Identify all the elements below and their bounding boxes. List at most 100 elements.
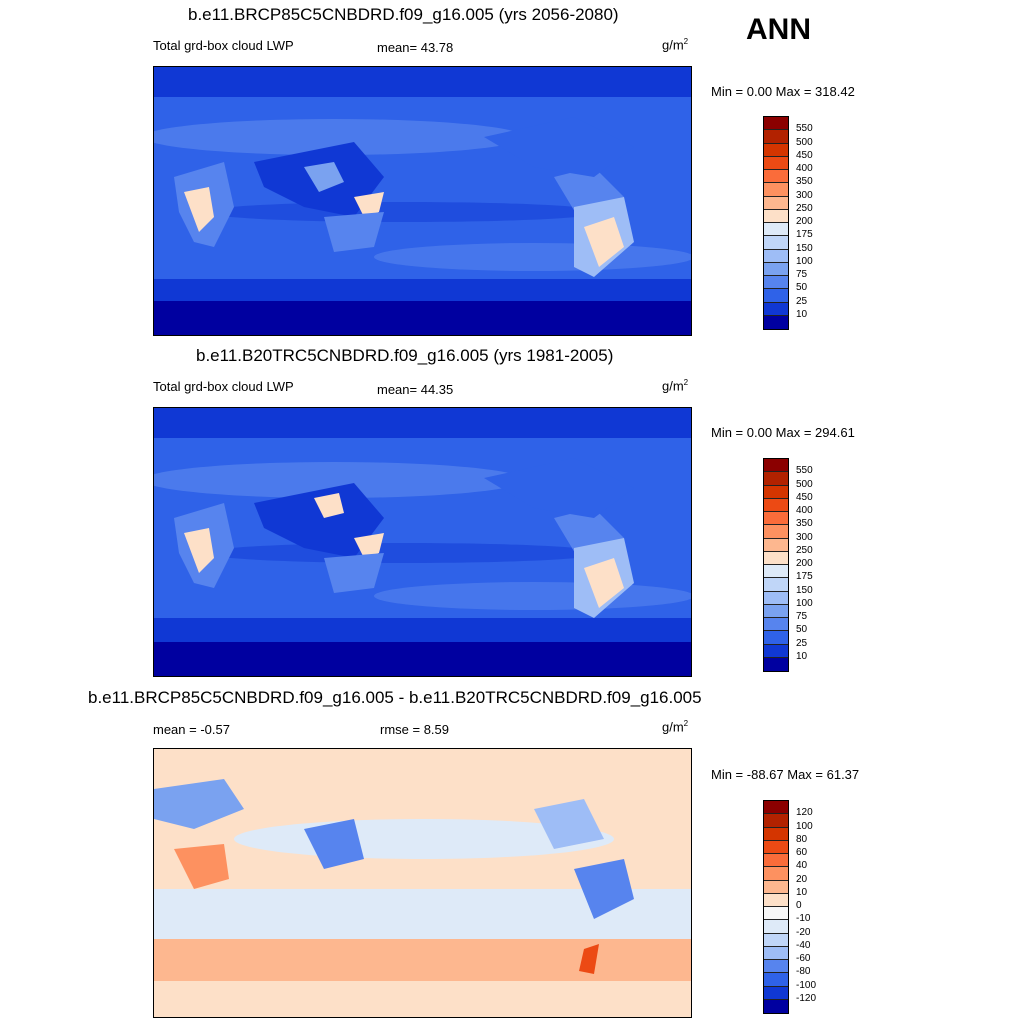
panel3-colorbar-swatch: [764, 840, 788, 854]
panel2-colorbar-label: 250: [796, 544, 813, 556]
panel3-colorbar-label: -40: [796, 939, 811, 951]
panel3-colorbar-label: -100: [796, 979, 817, 991]
panel1-colorbar-swatch: [764, 156, 788, 170]
panel2-colorbar-swatch: [764, 498, 788, 512]
panel3-colorbar-label: 120: [796, 807, 813, 819]
panel3-map: [153, 748, 692, 1018]
panel1-colorbar-label: 450: [796, 149, 813, 161]
panel2-colorbar-label: 75: [796, 611, 808, 622]
panel1-colorbar-label: 75: [796, 269, 808, 280]
panel1-colorbar-label: 500: [796, 136, 813, 148]
panel3-colorbar-label: -120: [796, 992, 817, 1004]
panel1-colorbar-swatch: [764, 276, 788, 290]
panel3-colorbar-swatch: [764, 880, 788, 894]
panel2-colorbar-swatch: [764, 485, 788, 499]
panel2-colorbar-swatch: [764, 631, 788, 645]
panel1-colorbar-swatch: [764, 223, 788, 237]
panel3-colorbar-label: -10: [796, 913, 811, 925]
panel1-colorbar-label: 200: [796, 216, 813, 227]
panel2-colorbar-swatch: [764, 591, 788, 605]
panel2-colorbar-swatch: [764, 472, 788, 486]
panel2-colorbar-label: 150: [796, 584, 813, 596]
panel2-colorbar-label: 10: [796, 650, 808, 662]
panel2-colorbar-swatch: [764, 459, 788, 473]
panel3-colorbar-swatch: [764, 933, 788, 947]
panel2-colorbar-swatch: [764, 551, 788, 565]
panel3-colorbar-swatch: [764, 999, 788, 1013]
panel1-colorbar-swatch: [764, 209, 788, 223]
panel1-colorbar-swatch: [764, 249, 788, 263]
panel3-colorbar-swatch: [764, 814, 788, 828]
panel3-colorbar: [763, 800, 789, 1014]
panel3-colorbar-swatch: [764, 827, 788, 841]
panel1-colorbar-swatch: [764, 315, 788, 329]
panel1-colorbar-label: 150: [796, 242, 813, 254]
panel3-colorbar-swatch: [764, 907, 788, 921]
panel2-colorbar-label: 200: [796, 558, 813, 569]
panel2-map-svg: [154, 408, 691, 676]
panel2-colorbar-swatch: [764, 538, 788, 552]
panel1-colorbar-label: 550: [796, 123, 813, 135]
panel3-colorbar-swatch: [764, 973, 788, 987]
panel2-colorbar-swatch: [764, 618, 788, 632]
panel2-colorbar-swatch: [764, 644, 788, 658]
panel1-colorbar-swatch: [764, 143, 788, 157]
panel3-colorbar-label: -80: [796, 966, 811, 978]
panel2-colorbar-label: 100: [796, 597, 813, 609]
panel1-colorbar-swatch: [764, 262, 788, 276]
panel2-colorbar-swatch: [764, 604, 788, 618]
panel3-colorbar-label: 20: [796, 873, 808, 885]
panel3-colorbar-label: 60: [796, 847, 808, 858]
panel2-variable-label: Total grd-box cloud LWP: [153, 379, 294, 394]
panel2-colorbar-swatch: [764, 565, 788, 579]
panel3-colorbar-label: -60: [796, 953, 811, 964]
panel3-units: g/m2: [662, 719, 689, 735]
panel2-colorbar-label: 500: [796, 478, 813, 490]
panel3-colorbar-label: 10: [796, 886, 808, 898]
panel3-colorbar-label: 100: [796, 820, 813, 832]
panel1-colorbar-swatch: [764, 117, 788, 131]
panel2-colorbar-swatch: [764, 578, 788, 592]
panel3-map-svg: [154, 749, 691, 1017]
panel1-map-svg: [154, 67, 691, 335]
panel1-colorbar-swatch: [764, 289, 788, 303]
panel1-colorbar-swatch: [764, 170, 788, 184]
panel3-colorbar-label: -20: [796, 926, 811, 938]
panel3-colorbar-swatch: [764, 893, 788, 907]
panel3-colorbar-swatch: [764, 854, 788, 868]
panel3-colorbar-label: 80: [796, 833, 808, 845]
panel3-colorbar-label: 0: [796, 900, 802, 911]
panel1-colorbar-label: 175: [796, 229, 813, 241]
panel1-colorbar: [763, 116, 789, 330]
panel2-colorbar-label: 400: [796, 505, 813, 516]
panel2-colorbar-swatch: [764, 512, 788, 526]
panel2-units: g/m2: [662, 378, 689, 394]
panel2-colorbar-label: 50: [796, 624, 808, 636]
panel1-colorbar-label: 400: [796, 163, 813, 174]
panel1-variable-label: Total grd-box cloud LWP: [153, 38, 294, 53]
panel2-colorbar: [763, 458, 789, 672]
panel2-colorbar-label: 25: [796, 637, 808, 649]
panel2-colorbar-swatch: [764, 657, 788, 671]
panel3-minmax: Min = -88.67 Max = 61.37: [711, 767, 860, 782]
panel3-colorbar-swatch: [764, 867, 788, 881]
panel1-title: b.e11.BRCP85C5CNBDRD.f09_g16.005 (yrs 20…: [188, 5, 619, 24]
season-label: ANN: [746, 13, 811, 46]
panel3-mean: mean = -0.57: [153, 722, 230, 737]
panel1-colorbar-swatch: [764, 196, 788, 210]
panel1-colorbar-label: 50: [796, 282, 808, 294]
panel3-colorbar-swatch: [764, 920, 788, 934]
panel3-colorbar-swatch: [764, 960, 788, 974]
panel2-title: b.e11.B20TRC5CNBDRD.f09_g16.005 (yrs 198…: [196, 346, 614, 365]
panel3-colorbar-label: 40: [796, 860, 808, 872]
panel1-mean: mean= 43.78: [377, 40, 454, 55]
panel3-colorbar-swatch: [764, 801, 788, 815]
panel2-mean: mean= 44.35: [377, 382, 454, 397]
panel2-colorbar-label: 300: [796, 531, 813, 543]
panel2-map: [153, 407, 692, 677]
panel3-title: b.e11.BRCP85C5CNBDRD.f09_g16.005 - b.e11…: [88, 688, 702, 707]
panel2-colorbar-label: 350: [796, 518, 813, 530]
panel2-colorbar-label: 550: [796, 465, 813, 477]
panel3-rmse: rmse = 8.59: [380, 722, 450, 737]
panel1-colorbar-swatch: [764, 236, 788, 250]
